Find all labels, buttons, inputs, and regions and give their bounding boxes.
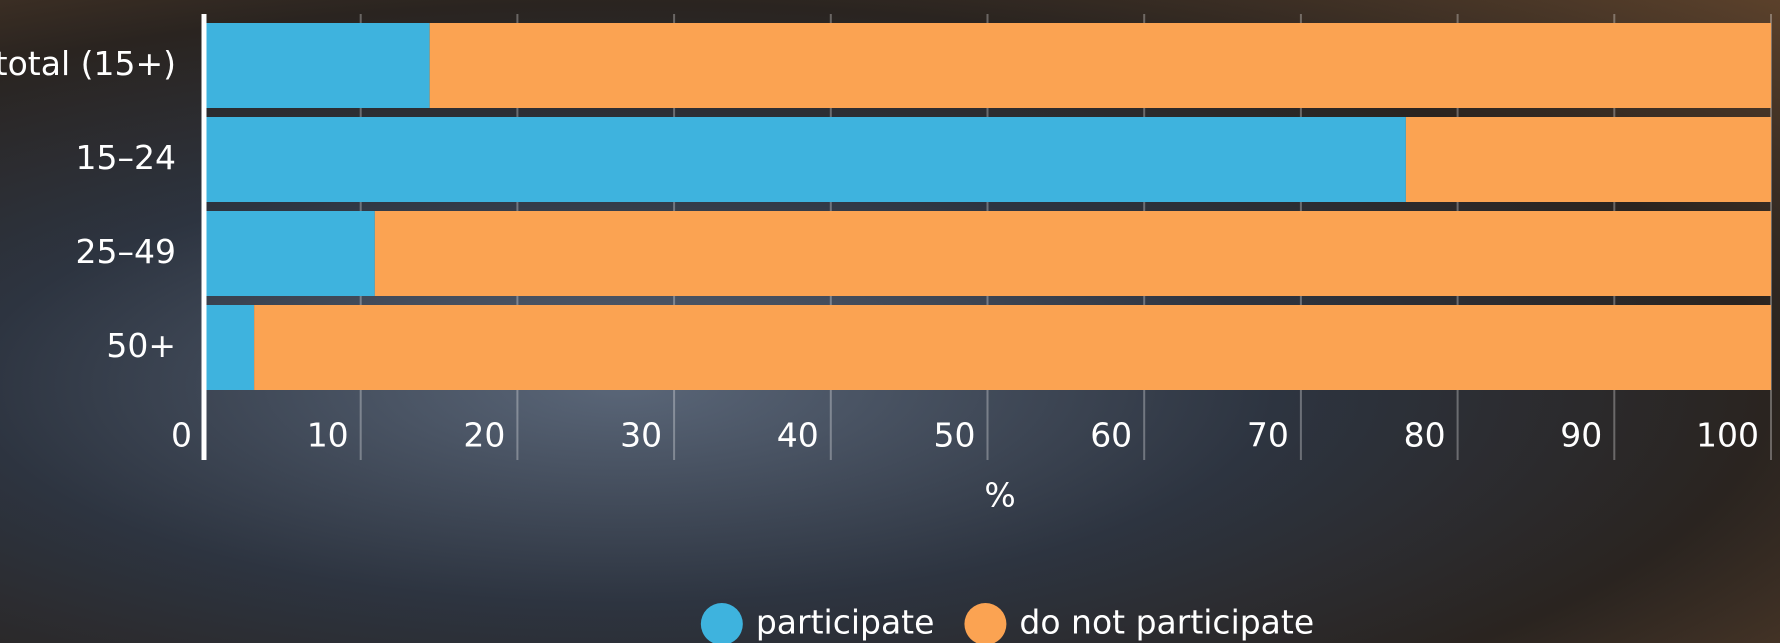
x-tick-label: 10: [307, 416, 349, 455]
y-tick-label: total (15+): [0, 44, 176, 83]
x-tick-label: 60: [1090, 416, 1132, 455]
x-tick-label: 20: [463, 416, 505, 455]
bar-segment: [1405, 117, 1771, 202]
legend-marker: [964, 603, 1007, 643]
x-tick-label: 30: [620, 416, 662, 455]
legend-label: participate: [756, 603, 935, 642]
x-tick-label: 80: [1404, 416, 1446, 455]
bar-segment: [429, 23, 1772, 108]
bar-segment: [204, 117, 1406, 202]
bar-segment: [204, 211, 375, 296]
bar-segment: [204, 305, 255, 390]
x-axis-label: %: [984, 476, 1015, 515]
bar-segment: [374, 211, 1772, 296]
x-tick-label: 70: [1247, 416, 1289, 455]
x-tick-label: 90: [1560, 416, 1602, 455]
bar-segment: [204, 23, 430, 108]
y-tick-label: 15–24: [76, 138, 176, 177]
x-tick-label: 0: [171, 416, 192, 455]
x-tick-label: 100: [1696, 416, 1759, 455]
x-tick-label: 50: [934, 416, 976, 455]
legend-label: do not participate: [1019, 603, 1314, 642]
y-tick-label: 50+: [106, 326, 176, 365]
legend-marker: [700, 603, 743, 643]
y-tick-label: 25–49: [76, 232, 176, 271]
bar-segment: [254, 305, 1771, 390]
x-tick-label: 40: [777, 416, 819, 455]
